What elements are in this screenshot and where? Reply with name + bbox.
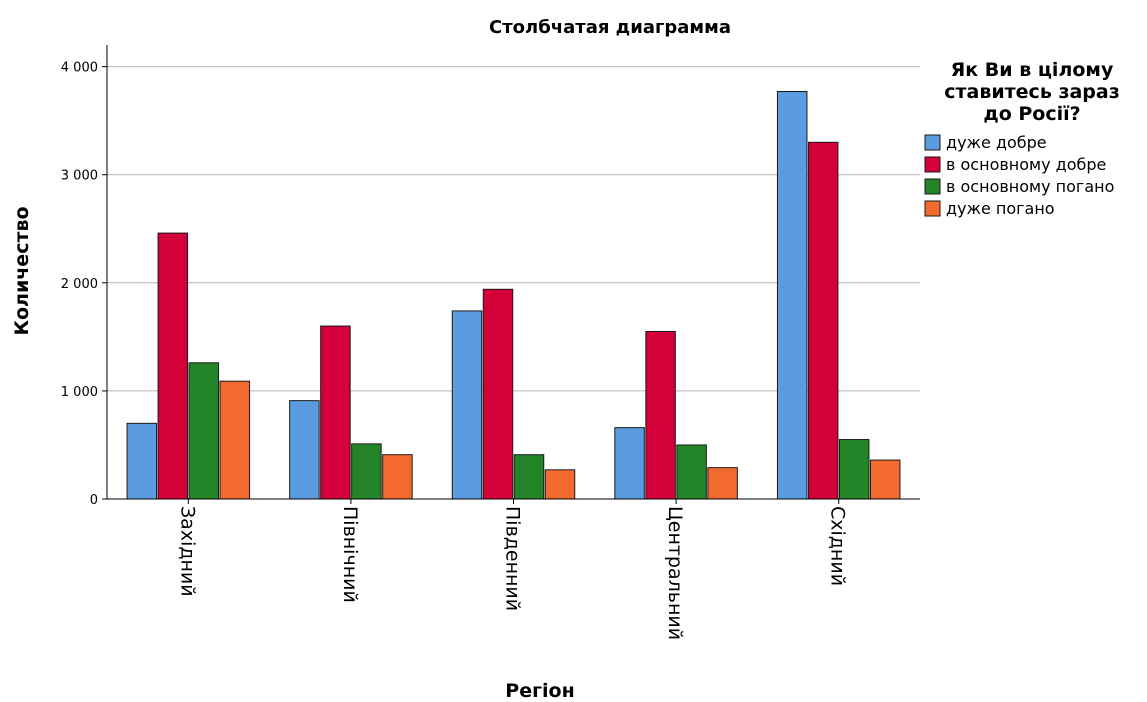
bar-3-2: [351, 443, 382, 500]
x-category-label: Південний: [502, 506, 524, 611]
legend-label: дуже погано: [946, 199, 1055, 218]
x-category-label: Західний: [176, 506, 198, 597]
chart-title: Столбчатая диаграмма: [489, 17, 731, 38]
y-tick-labels: 0 1 000 2 000 3 000 4 000: [61, 61, 98, 508]
y-tick-label: 2 000: [61, 277, 98, 292]
y-tick-label: 4 000: [61, 61, 98, 76]
legend-label: в основному добре: [946, 155, 1106, 174]
legend: Як Ви в цілому ставитесь зараз до Росії?…: [924, 59, 1120, 218]
bar-4-4: [707, 467, 738, 500]
legend-swatch: [924, 134, 941, 151]
bar-2-1: [157, 232, 189, 500]
y-tick-label: 0: [90, 493, 98, 508]
legend-title-line-2: ставитесь зараз: [944, 81, 1120, 103]
bar-2-3: [482, 288, 514, 500]
bar-1-5: [776, 90, 808, 500]
legend-title-line-3: до Росії?: [983, 103, 1080, 125]
bar-1-4: [614, 427, 645, 500]
legend-title-line-1: Як Ви в цілому: [951, 59, 1114, 81]
x-category-label: Центральний: [664, 506, 686, 640]
x-category-labels: Західний Північний Південний Центральний Схі…: [176, 506, 848, 640]
x-category-label: Північний: [339, 506, 361, 603]
legend-label: дуже добре: [946, 133, 1047, 152]
bars: [126, 90, 901, 500]
legend-swatch: [924, 200, 941, 217]
bar-4-2: [382, 454, 413, 500]
bar-3-3: [513, 454, 545, 500]
bar-2-2: [320, 325, 351, 500]
bar-2-4: [645, 330, 676, 500]
bar-3-4: [676, 444, 707, 500]
x-category-label: Східний: [827, 506, 849, 586]
bar-3-5: [838, 439, 870, 500]
y-axis-title: Количество: [11, 206, 33, 335]
bar-1-2: [289, 400, 320, 500]
y-tick-label: 1 000: [61, 385, 98, 400]
y-tick-label: 3 000: [61, 169, 98, 184]
legend-swatch: [924, 156, 941, 173]
bar-4-3: [544, 469, 576, 500]
bar-3-1: [188, 362, 220, 500]
legend-label: в основному погано: [946, 177, 1114, 196]
bar-4-1: [219, 380, 251, 500]
bar-1-3: [451, 310, 483, 500]
bar-1-1: [126, 422, 158, 500]
bar-2-5: [807, 141, 839, 500]
x-axis-title: Регіон: [505, 680, 574, 702]
bar-4-5: [869, 459, 901, 500]
legend-swatch: [924, 178, 941, 195]
legend-items: дуже добре в основному добре в основному п…: [924, 133, 1114, 218]
axes: [102, 45, 920, 504]
